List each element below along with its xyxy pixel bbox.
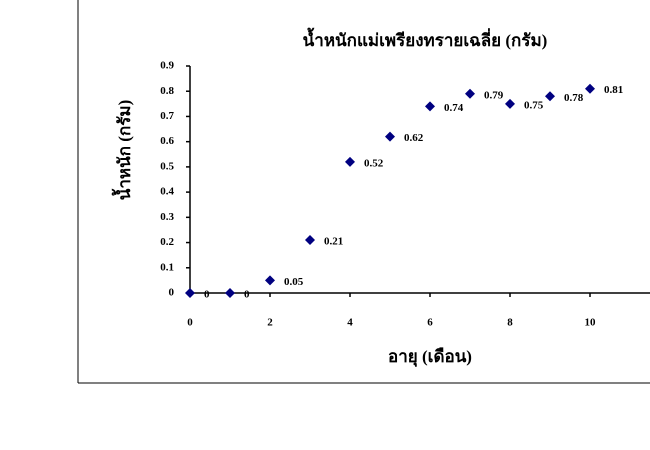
data-point: [585, 83, 595, 94]
data-point: [545, 91, 555, 102]
y-tick-label: 0.6: [160, 135, 174, 147]
data-point: [265, 275, 275, 286]
data-label: 0.78: [564, 92, 584, 104]
data-label: 0.52: [364, 157, 384, 169]
data-label: 0.21: [324, 236, 343, 248]
y-tick-label: 0.3: [160, 211, 174, 223]
x-tick-label: 6: [427, 317, 433, 329]
y-tick-label: 0.4: [160, 186, 174, 198]
data-point: [305, 235, 315, 246]
x-tick-label: 0: [187, 317, 193, 329]
data-point: [465, 88, 475, 99]
y-tick-label: 0.2: [160, 236, 174, 248]
y-tick-label: 0.1: [160, 261, 174, 273]
data-label: 0.05: [284, 276, 304, 288]
data-label: 0: [244, 289, 250, 301]
data-point: [185, 288, 195, 298]
y-tick-label: 0: [169, 287, 175, 299]
data-point: [385, 131, 395, 142]
y-axis-label: น้ำหนัก (กรัม): [111, 100, 134, 201]
x-tick-label: 10: [585, 317, 597, 329]
x-tick-label: 8: [507, 317, 513, 329]
y-tick-label: 0.5: [160, 160, 174, 172]
y-tick-label: 0.7: [160, 110, 174, 122]
y-tick-label: 0.9: [160, 60, 174, 72]
x-axis-label: อายุ (เดือน): [388, 346, 472, 367]
chart-title: น้ำหนักแม่เพรียงทรายเฉลี่ย (กรัม): [303, 27, 548, 50]
data-label: 0.81: [604, 84, 623, 96]
x-tick-label: 2: [267, 317, 273, 329]
x-tick-label: 4: [347, 317, 353, 329]
data-point: [425, 101, 435, 112]
data-point: [345, 156, 355, 167]
data-point: [225, 288, 235, 298]
data-label: 0.62: [404, 132, 424, 144]
data-label: 0.79: [484, 89, 504, 101]
y-tick-label: 0.8: [160, 85, 174, 97]
data-label: 0: [204, 289, 210, 301]
data-label: 0.75: [524, 99, 544, 111]
data-point: [505, 98, 515, 109]
data-label: 0.74: [444, 102, 464, 114]
